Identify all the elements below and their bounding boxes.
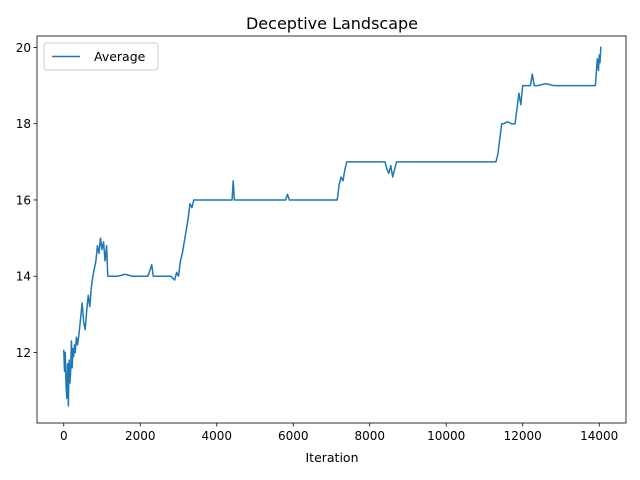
y-tick-label: 18 [16, 117, 31, 131]
x-tick-label: 4000 [201, 429, 232, 443]
x-tick-label: 12000 [504, 429, 542, 443]
x-tick-label: 0 [60, 429, 68, 443]
y-tick-label: 14 [16, 270, 31, 284]
legend: Average [43, 42, 159, 71]
legend-box [43, 42, 159, 71]
y-tick-label: 20 [16, 41, 31, 55]
x-tick-label: 10000 [427, 429, 465, 443]
y-axis-ticks: 12 14 16 18 20 [16, 41, 37, 360]
chart-title: Deceptive Landscape [246, 14, 418, 33]
axes [36, 35, 627, 424]
x-axis-label: Iteration [305, 450, 358, 465]
x-tick-label: 6000 [278, 429, 309, 443]
plot-area [37, 36, 626, 423]
y-tick-label: 12 [16, 346, 31, 360]
y-tick-label: 16 [16, 193, 31, 207]
x-tick-label: 8000 [354, 429, 385, 443]
x-tick-label: 2000 [125, 429, 156, 443]
series-line-0 [62, 46, 602, 407]
legend-label-average: Average [94, 49, 146, 64]
plot-lines [62, 46, 602, 407]
x-axis-ticks: 0 2000 4000 6000 8000 10000 12000 14000 [60, 423, 618, 443]
axes-frame [36, 35, 627, 424]
x-tick-label: 14000 [580, 429, 618, 443]
